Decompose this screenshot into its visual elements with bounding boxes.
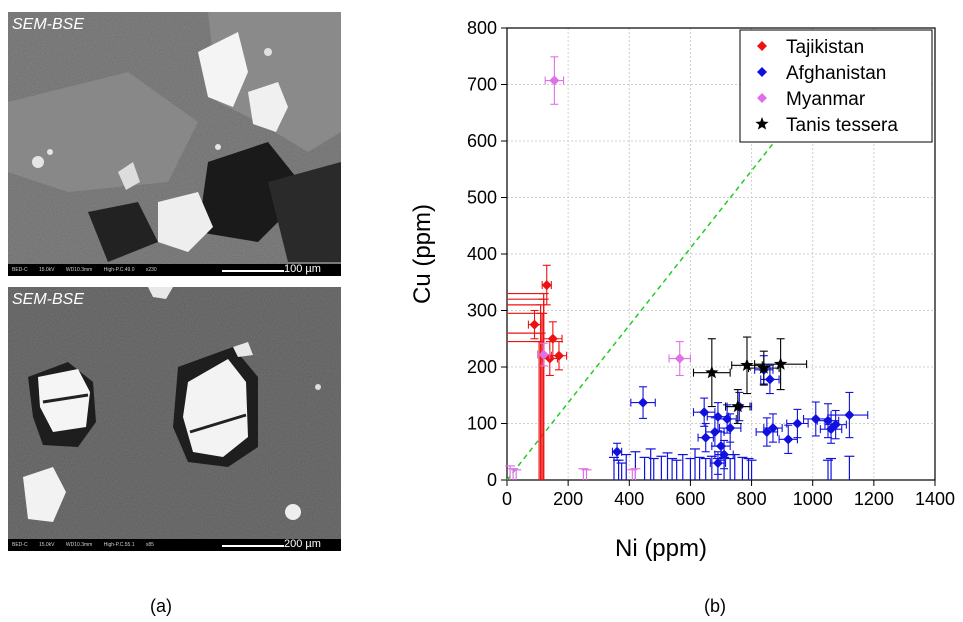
data-point-diamond [549, 75, 560, 86]
legend-box [739, 29, 933, 143]
y-tick-label: 600 [467, 131, 497, 151]
data-point-diamond [830, 419, 841, 430]
data-point-diamond [699, 407, 710, 418]
panel-label-a: (a) [150, 596, 172, 616]
data-point-diamond [700, 432, 711, 443]
x-tick-label: 1400 [915, 489, 955, 509]
x-tick-label: 1200 [854, 489, 894, 509]
sem-tag-bottom: SEM-BSE [12, 291, 85, 308]
data-point-diamond [844, 410, 855, 421]
legend-label: Myanmar [786, 89, 866, 110]
data-point-diamond [541, 280, 552, 291]
scale-label-top: 100 µm [284, 263, 321, 275]
reference-line [506, 112, 799, 481]
y-tick-label: 700 [467, 75, 497, 95]
sem-footer-field: BED-C [12, 542, 28, 548]
sem-micrograph-top [8, 12, 341, 276]
scale-bar-top [222, 270, 284, 272]
x-tick-label: 0 [502, 489, 512, 509]
sem-footer-field: 15.0kV [38, 542, 55, 548]
x-tick-label: 800 [737, 489, 767, 509]
data-point-diamond [725, 423, 736, 434]
sem-footer-field: 15.0kV [38, 267, 55, 273]
sem-footer-field: WD10.3mm [65, 542, 93, 548]
data-point-diamond [722, 413, 733, 424]
scale-label-bottom: 200 µm [284, 538, 321, 550]
data-point-diamond [764, 374, 775, 385]
legend-label: Afghanistan [786, 63, 886, 84]
y-tick-label: 200 [467, 357, 497, 377]
data-point-diamond [553, 350, 564, 361]
scale-bar-bottom [222, 545, 284, 547]
y-tick-label: 500 [467, 188, 497, 208]
y-tick-label: 100 [467, 414, 497, 434]
data-point-star [740, 358, 754, 371]
y-tick-label: 300 [467, 301, 497, 321]
legend-marker-diamond [757, 41, 767, 51]
data-point-star [705, 365, 719, 379]
data-point-diamond [810, 413, 821, 424]
sem-footer-bottom: BED-C 15.0kV WD10.3mm High-P.C.55.1 x85 [8, 539, 341, 551]
data-point-diamond [783, 434, 794, 445]
y-tick-label: 400 [467, 244, 497, 264]
y-tick-label: 800 [467, 18, 497, 38]
sem-footer-field: x230 [145, 267, 157, 273]
data-point-diamond [712, 458, 723, 469]
x-tick-label: 600 [675, 489, 705, 509]
sem-image-bottom: SEM-BSE BED-C 15.0kV WD10.3mm High-P.C.5… [8, 287, 341, 551]
y-tick-label: 0 [487, 470, 497, 490]
data-point-diamond [538, 349, 549, 360]
sem-image-top: SEM-BSE BED-C 15.0kV WD10.3mm High-P.C.4… [8, 12, 341, 276]
legend-marker-star [755, 117, 769, 130]
data-point-diamond [716, 441, 726, 452]
data-point-star [731, 399, 745, 413]
sem-tag-top: SEM-BSE [12, 16, 85, 33]
data-point-diamond [638, 397, 649, 408]
sem-footer-field: High-P.C.55.1 [103, 542, 135, 548]
data-point-star [773, 357, 788, 370]
data-point-diamond [529, 319, 540, 330]
sem-footer-field: High-P.C.49.0 [103, 267, 135, 273]
x-tick-label: 1000 [793, 489, 833, 509]
sem-footer-field: x85 [145, 542, 154, 548]
x-axis-label: Ni (ppm) [615, 535, 707, 562]
legend-marker-diamond [757, 67, 767, 77]
y-axis-label: Cu (ppm) [409, 204, 436, 304]
sem-footer-field: WD10.3mm [65, 267, 93, 273]
data-point-diamond [792, 418, 803, 429]
sem-footer-field: BED-C [12, 267, 28, 273]
legend-label: Tajikistan [786, 37, 864, 58]
x-tick-label: 200 [553, 489, 583, 509]
data-point-diamond [823, 415, 833, 426]
x-tick-label: 400 [614, 489, 644, 509]
data-point-diamond [767, 423, 778, 434]
legend-label: Tanis tessera [786, 115, 898, 136]
data-point-diamond [612, 446, 623, 457]
data-point-diamond [761, 426, 772, 437]
data-point-diamond [709, 426, 720, 437]
legend-marker-diamond [757, 93, 767, 103]
sem-footer-top: BED-C 15.0kV WD10.3mm High-P.C.49.0 x230 [8, 264, 341, 276]
sem-micrograph-bottom [8, 287, 341, 551]
panel-label-b: (b) [704, 596, 726, 616]
data-point-star [757, 361, 771, 374]
data-point-diamond [674, 353, 685, 364]
